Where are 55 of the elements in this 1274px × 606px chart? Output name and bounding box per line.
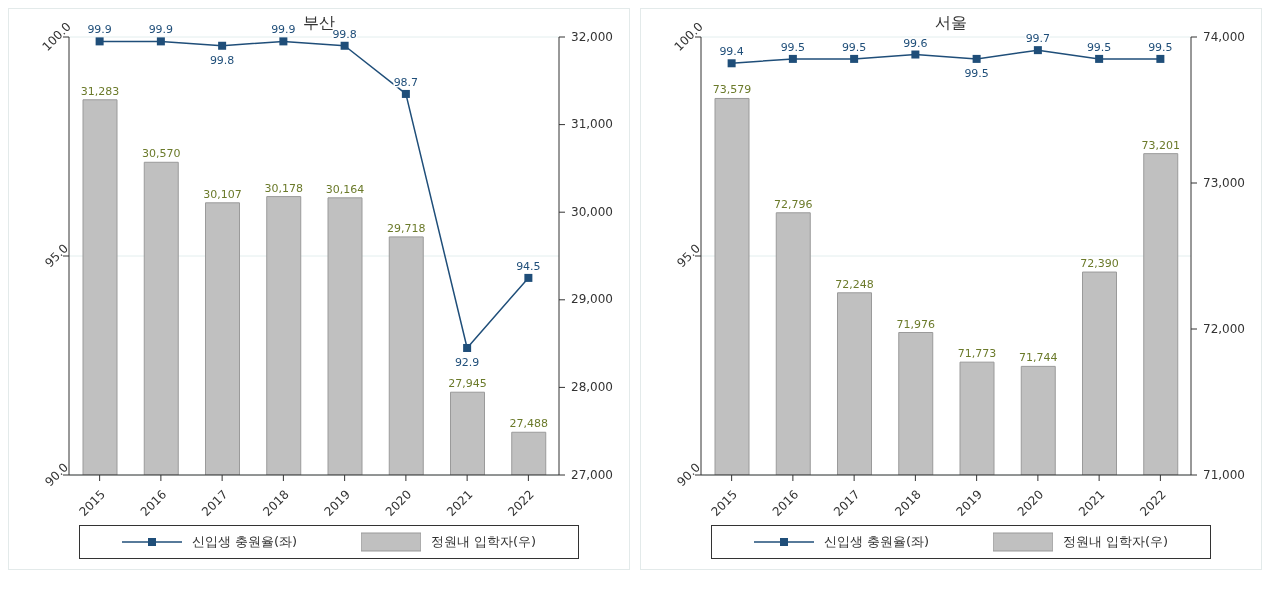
data-label: 92.9 [454, 355, 480, 369]
data-label: 71,773 [957, 347, 997, 361]
point [279, 37, 288, 46]
data-label: 99.5 [841, 40, 867, 54]
y2-tick-label: 32,000 [571, 29, 613, 44]
data-label: 94.5 [516, 259, 541, 273]
data-label: 99.5 [1086, 40, 1112, 54]
data-label: 30,107 [203, 187, 242, 201]
legend-label: 정원내 입학자(우) [430, 533, 537, 551]
y2-tick-label: 27,000 [571, 467, 613, 482]
point [218, 41, 227, 50]
data-label: 71,976 [896, 317, 935, 331]
y2-tick-label: 74,000 [1203, 29, 1245, 44]
data-label: 71,744 [1019, 351, 1058, 365]
data-label: 99.9 [148, 23, 174, 37]
data-label: 72,390 [1080, 257, 1119, 271]
legend-label: 정원내 입학자(우) [1062, 533, 1169, 551]
y2-tick-label: 28,000 [571, 379, 613, 394]
data-label: 99.7 [1025, 32, 1051, 46]
data-label: 73,201 [1141, 138, 1180, 152]
data-label: 27,488 [509, 417, 548, 431]
y2-tick-label: 30,000 [571, 204, 613, 219]
legend-label: 신입생 충원율(좌) [823, 533, 930, 551]
y2-tick-label: 71,000 [1203, 467, 1245, 482]
data-label: 72,248 [835, 277, 874, 291]
y2-tick-label: 73,000 [1203, 175, 1245, 190]
data-label: 99.9 [87, 23, 112, 37]
data-label: 98.7 [393, 75, 419, 89]
chart-title: 서울 [935, 13, 967, 32]
data-label: 27,945 [448, 377, 487, 391]
data-label: 30,164 [325, 182, 365, 196]
point [340, 41, 349, 50]
data-label: 73,579 [712, 83, 752, 97]
y2-tick-label: 31,000 [571, 117, 613, 132]
data-label: 30,178 [264, 181, 303, 195]
point [401, 89, 410, 98]
data-label: 72,796 [774, 197, 813, 211]
point [524, 273, 533, 282]
data-label: 99.8 [209, 53, 235, 67]
data-label: 99.5 [780, 40, 806, 54]
data-label: 99.8 [332, 27, 357, 41]
point [463, 343, 472, 352]
legend-label: 신입생 충원율(좌) [191, 533, 298, 551]
point [156, 37, 165, 46]
data-label: 99.5 [964, 66, 989, 80]
data-label: 99.4 [719, 45, 744, 59]
data-label: 99.5 [1148, 40, 1173, 54]
y2-tick-label: 29,000 [571, 292, 613, 307]
point [95, 37, 104, 46]
y2-tick-label: 72,000 [1203, 321, 1245, 336]
data-label: 30,570 [142, 147, 181, 161]
data-label: 99.9 [271, 23, 296, 37]
data-label: 31,283 [80, 84, 120, 98]
data-label: 29,718 [387, 221, 426, 235]
data-label: 99.6 [903, 36, 928, 50]
